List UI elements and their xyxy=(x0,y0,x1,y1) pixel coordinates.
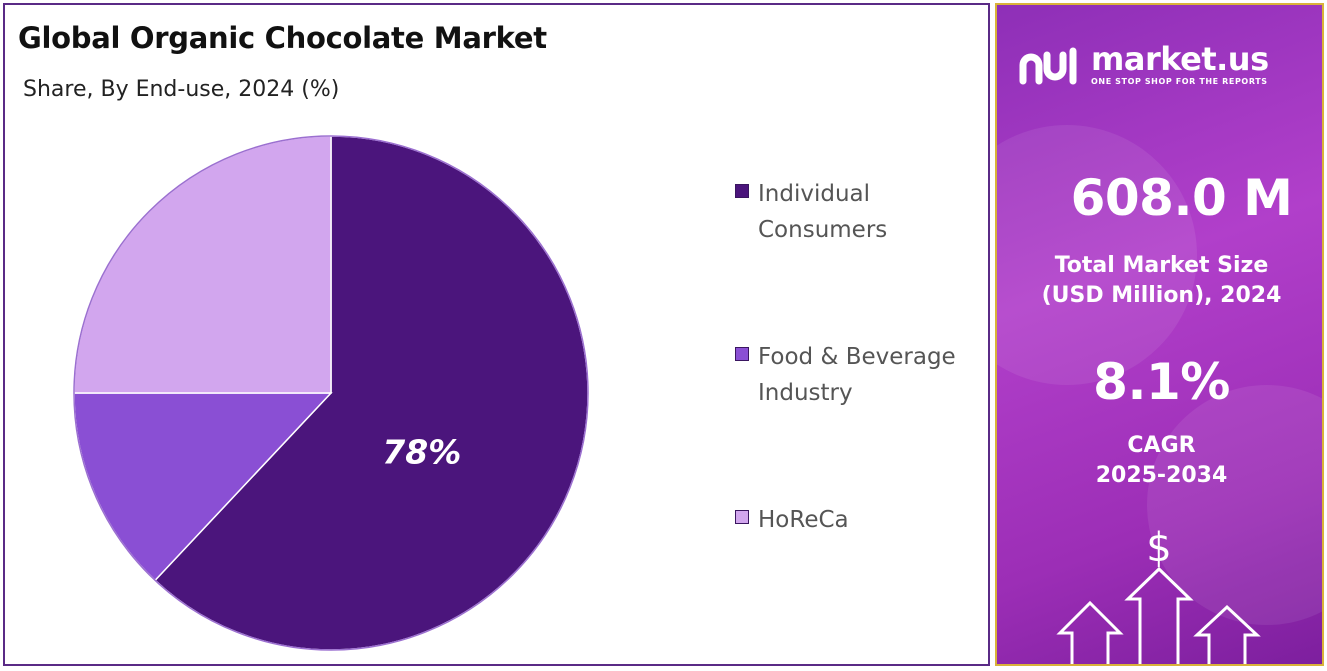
legend-item-individual-consumers: Individual Consumers xyxy=(735,176,887,248)
legend-swatch xyxy=(735,510,749,524)
growth-arrows-icon: $ xyxy=(1056,525,1261,664)
market-size-value: 608.0 M xyxy=(1070,169,1293,227)
brand-tagline: ONE STOP SHOP FOR THE REPORTS xyxy=(1091,77,1268,86)
brand-logo: market.us ONE STOP SHOP FOR THE REPORTS xyxy=(1019,43,1269,86)
background-glow xyxy=(997,125,1197,385)
pie-chart: 78% xyxy=(73,135,589,651)
legend-item-horeca: HoReCa xyxy=(735,502,849,538)
legend-swatch xyxy=(735,184,749,198)
cagr-label: CAGR 2025-2034 xyxy=(1095,433,1228,488)
data-label: 78% xyxy=(382,432,461,471)
legend-label: Individual Consumers xyxy=(758,181,888,243)
market-size-label: Total Market Size (USD Million), 2024 xyxy=(1041,253,1282,308)
pie-slice-horeca xyxy=(73,135,332,394)
legend-swatch xyxy=(735,347,749,361)
legend-item-food-beverage: Food & Beverage Industry xyxy=(735,339,956,411)
chart-panel: Global Organic Chocolate Market Share, B… xyxy=(3,3,990,666)
cagr-value: 8.1% xyxy=(1093,353,1230,411)
market-us-logo-icon xyxy=(1019,47,1077,84)
chart-title: Global Organic Chocolate Market xyxy=(18,21,547,55)
pie-outline xyxy=(73,135,589,651)
chart-subtitle: Share, By End-use, 2024 (%) xyxy=(23,77,340,102)
summary-panel: market.us ONE STOP SHOP FOR THE REPORTS … xyxy=(995,3,1324,666)
legend-label: HoReCa xyxy=(758,507,849,533)
brand-name: market.us xyxy=(1091,40,1269,78)
legend-label: Food & Beverage Industry xyxy=(758,344,956,406)
dollar-symbol: $ xyxy=(1146,525,1171,571)
